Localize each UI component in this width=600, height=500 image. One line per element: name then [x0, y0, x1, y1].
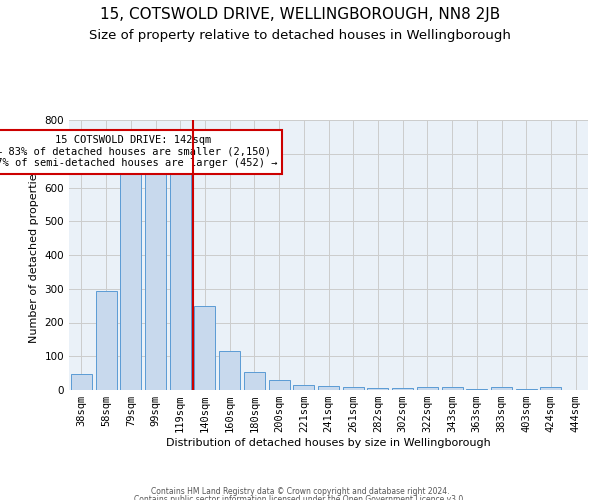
Text: Contains public sector information licensed under the Open Government Licence v3: Contains public sector information licen… [134, 495, 466, 500]
Bar [417, 386, 438, 390]
Text: 15 COTSWOLD DRIVE: 142sqm
← 83% of detached houses are smaller (2,150)
17% of se: 15 COTSWOLD DRIVE: 142sqm ← 83% of detac… [0, 135, 277, 168]
Bar [170, 167, 191, 390]
Bar [95, 291, 116, 390]
Bar [145, 170, 166, 390]
Bar [343, 388, 364, 390]
Text: Contains HM Land Registry data © Crown copyright and database right 2024.: Contains HM Land Registry data © Crown c… [151, 488, 449, 496]
Text: Size of property relative to detached houses in Wellingborough: Size of property relative to detached ho… [89, 29, 511, 42]
Bar [392, 388, 413, 390]
Bar [541, 388, 562, 390]
Bar [367, 388, 388, 390]
X-axis label: Distribution of detached houses by size in Wellingborough: Distribution of detached houses by size … [166, 438, 491, 448]
Bar [491, 387, 512, 390]
Bar [442, 387, 463, 390]
Bar [318, 386, 339, 390]
Text: 15, COTSWOLD DRIVE, WELLINGBOROUGH, NN8 2JB: 15, COTSWOLD DRIVE, WELLINGBOROUGH, NN8 … [100, 8, 500, 22]
Bar [120, 172, 141, 390]
Bar [269, 380, 290, 390]
Bar [293, 385, 314, 390]
Bar [194, 306, 215, 390]
Y-axis label: Number of detached properties: Number of detached properties [29, 168, 39, 342]
Bar [244, 372, 265, 390]
Bar [219, 351, 240, 390]
Bar [71, 374, 92, 390]
Bar [466, 388, 487, 390]
